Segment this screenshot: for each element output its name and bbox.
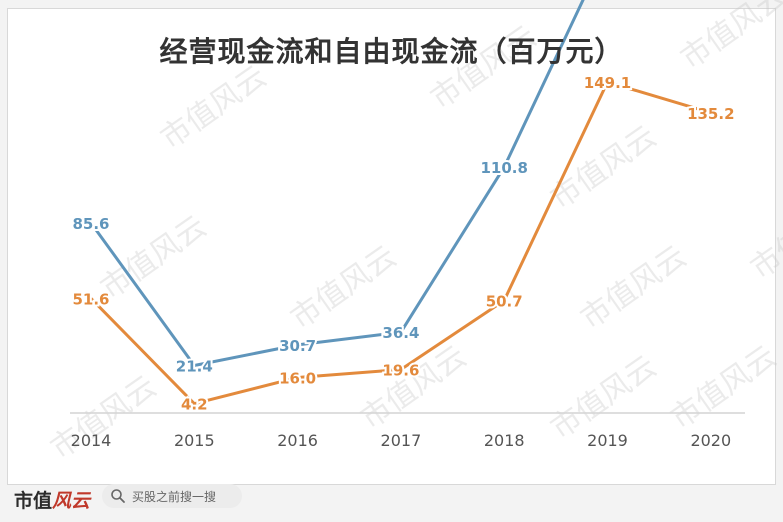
data-label: 21.4 — [176, 357, 213, 375]
data-label: 50.7 — [486, 292, 523, 310]
series-layer: 85.621.430.736.4110.8209.4196.951.64.216… — [70, 0, 737, 416]
watermark-text: 市值风云 — [155, 59, 273, 156]
x-tick-label: 2016 — [277, 431, 318, 450]
data-label: 16.0 — [279, 369, 316, 387]
watermark-text: 市值风云 — [745, 189, 783, 286]
watermark-text: 市值风云 — [575, 239, 693, 336]
data-label: 51.6 — [72, 290, 109, 308]
data-label: 85.6 — [72, 215, 109, 233]
data-label: 110.8 — [480, 159, 527, 177]
x-tick-label: 2020 — [690, 431, 731, 450]
chart-frame — [7, 8, 776, 485]
footer-bar: 市值风云 买股之前搜一搜 — [0, 484, 783, 522]
x-tick-label: 2018 — [484, 431, 525, 450]
data-label: 36.4 — [382, 324, 419, 342]
data-label: 19.6 — [382, 361, 419, 379]
x-tick-label: 2019 — [587, 431, 628, 450]
x-tick-label: 2015 — [174, 431, 215, 450]
x-tick-labels: 2014 2015 2016 2017 2018 2019 2020 — [71, 431, 732, 450]
watermark-text: 市值风云 — [355, 339, 473, 436]
watermark-text: 市值风云 — [285, 239, 403, 336]
watermark-text: 市值风云 — [45, 369, 163, 466]
watermark-text: 市值风云 — [665, 339, 783, 436]
data-label: 4.2 — [181, 396, 208, 414]
x-tick-label: 2017 — [381, 431, 422, 450]
search-pill[interactable]: 买股之前搜一搜 — [102, 484, 242, 508]
search-icon — [111, 489, 125, 503]
chart-title: 经营现金流和自由现金流（百万元） — [159, 35, 624, 68]
brand-main-text: 市值 — [14, 490, 53, 512]
data-label: 30.7 — [279, 337, 316, 355]
x-tick-label: 2014 — [71, 431, 112, 450]
series-line-1 — [89, 0, 585, 367]
search-text: 买股之前搜一搜 — [132, 489, 217, 504]
watermark-text: 市值风云 — [545, 119, 663, 216]
brand-accent-text: 风云 — [52, 490, 91, 512]
brand-logo: 市值风云 — [14, 486, 90, 513]
data-label: 149.1 — [584, 74, 631, 92]
watermark-text: 市值风云 — [95, 209, 213, 306]
data-label: 135.2 — [687, 105, 734, 123]
series-line-2 — [89, 80, 712, 406]
